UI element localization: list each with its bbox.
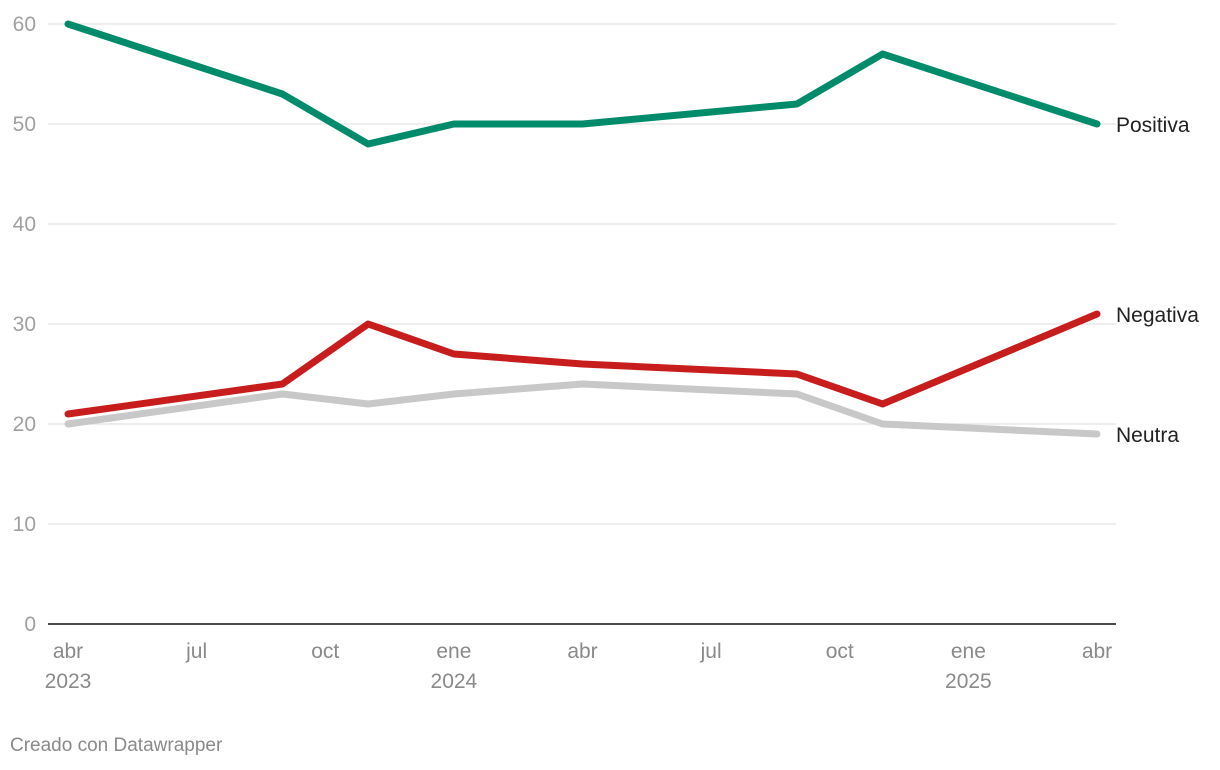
y-tick-label: 0 (24, 613, 36, 636)
y-tick-label: 60 (13, 13, 36, 36)
y-tick-label: 20 (13, 413, 36, 436)
x-tick-label: abr (567, 640, 597, 663)
series-label-neutra: Neutra (1116, 424, 1179, 447)
y-tick-label: 30 (13, 313, 36, 336)
x-tick-label: ene (436, 640, 471, 663)
series-line-neutra (64, 380, 1101, 438)
series-lines (64, 20, 1101, 438)
x-tick-label: abr (53, 640, 83, 663)
gridlines (48, 23, 1116, 625)
x-axis-ticks: abr 2023 jul oct ene 2024 abr jul oct ene 2025 abr (45, 640, 1113, 693)
y-tick-label: 10 (13, 513, 36, 536)
y-tick-label: 40 (13, 213, 36, 236)
x-tick-year-label: 2025 (945, 670, 992, 693)
series-labels: Positiva Negativa Neutra (1116, 114, 1199, 447)
series-label-negativa: Negativa (1116, 304, 1199, 327)
x-tick-label: abr (1082, 640, 1112, 663)
x-tick-label: ene (951, 640, 986, 663)
series-line-negativa (64, 310, 1101, 418)
series-label-positiva: Positiva (1116, 114, 1190, 137)
x-tick-year-label: 2023 (45, 670, 92, 693)
series-line-positiva (64, 20, 1101, 148)
x-tick-label: jul (185, 640, 207, 663)
x-tick-year-label: 2024 (431, 670, 478, 693)
x-tick-label: jul (700, 640, 722, 663)
x-tick-label: oct (311, 640, 339, 663)
footer-credit: Creado con Datawrapper (10, 735, 223, 756)
x-tick-label: oct (826, 640, 854, 663)
y-tick-label: 50 (13, 113, 36, 136)
y-axis-ticks: 0 10 20 30 40 50 60 (13, 13, 36, 636)
